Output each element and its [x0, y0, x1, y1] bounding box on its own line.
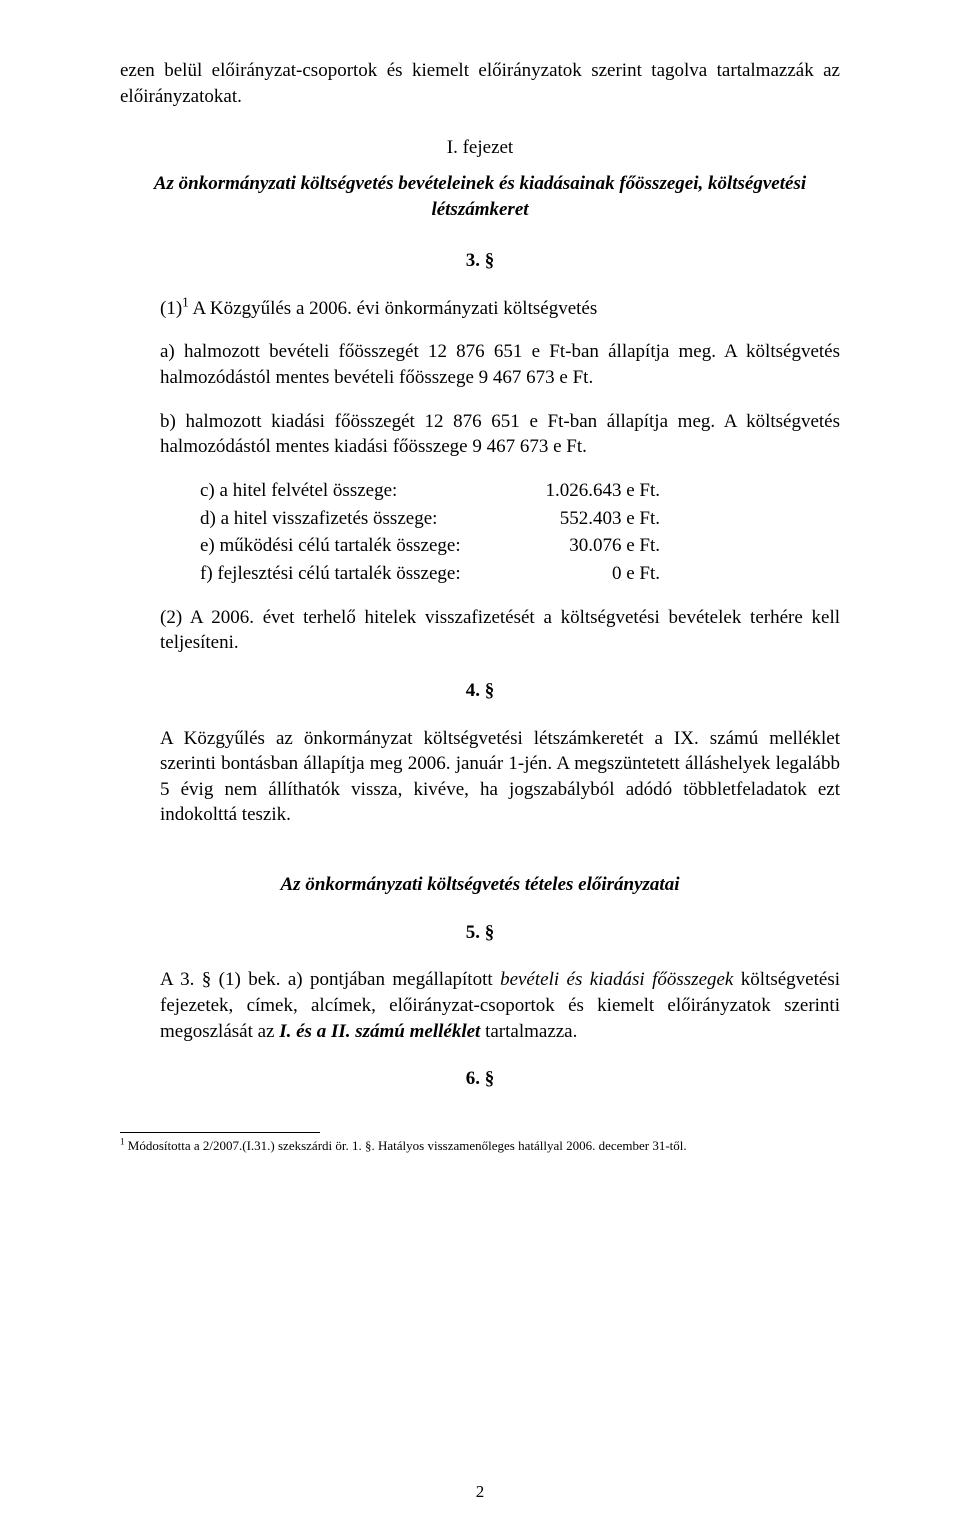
document-page: ezen belül előirányzat-csoportok és kiem…: [0, 0, 960, 1522]
section-3-number: 3. §: [120, 248, 840, 274]
list-item: d) a hitel visszafizetés összege: 552.40…: [200, 506, 840, 532]
chapter-heading: Az önkormányzati költségvetés bevételein…: [120, 171, 840, 222]
list-item: f) fejlesztési célú tartalék összege: 0 …: [200, 561, 840, 587]
item-d-label: d) a hitel visszafizetés összege:: [200, 506, 520, 532]
item-c-value: 1.026.643 e Ft.: [520, 478, 668, 504]
footnote-ref-1: 1: [182, 295, 189, 310]
section-5-number: 5. §: [120, 920, 840, 946]
section-4-body: A Közgyűlés az önkormányzat költségvetés…: [120, 726, 840, 829]
page-number: 2: [0, 1481, 960, 1504]
list-item: c) a hitel felvétel összege: 1.026.643 e…: [200, 478, 840, 504]
intro-tail: ezen belül előirányzat-csoportok és kiem…: [120, 58, 840, 109]
footnote-separator: [120, 1132, 320, 1133]
section-3-item-b: b) halmozott kiadási főösszegét 12 876 6…: [120, 409, 840, 460]
list-item: e) működési célú tartalék összege: 30.07…: [200, 533, 840, 559]
section-5-body-a: A 3. § (1) bek. a) pontjában megállapíto…: [160, 969, 500, 990]
section-5-body-e: tartalmazza.: [480, 1021, 577, 1042]
item-f-label: f) fejlesztési célú tartalék összege:: [200, 561, 520, 587]
footnote-text: Módosította a 2/2007.(I.31.) szekszárdi …: [125, 1138, 687, 1153]
section-4-number: 4. §: [120, 678, 840, 704]
section-3-para-1: (1)1 A Közgyűlés a 2006. évi önkormányza…: [120, 296, 840, 322]
item-d-value: 552.403 e Ft.: [520, 506, 668, 532]
footnote-1: 1 Módosította a 2/2007.(I.31.) szekszárd…: [120, 1137, 840, 1155]
section-5-body: A 3. § (1) bek. a) pontjában megállapíto…: [120, 967, 840, 1044]
section-3-para-1-post: A Közgyűlés a 2006. évi önkormányzati kö…: [189, 298, 597, 319]
item-e-value: 30.076 e Ft.: [520, 533, 668, 559]
section-5-body-d: I. és a II. számú melléklet: [279, 1021, 480, 1042]
section-6-number: 6. §: [120, 1066, 840, 1092]
chapter-number: I. fejezet: [120, 135, 840, 161]
item-f-value: 0 e Ft.: [520, 561, 668, 587]
item-e-label: e) működési célú tartalék összege:: [200, 533, 520, 559]
section-3-para-1-pre: (1): [160, 298, 182, 319]
section-3-amount-list: c) a hitel felvétel összege: 1.026.643 e…: [200, 478, 840, 587]
item-c-label: c) a hitel felvétel összege:: [200, 478, 520, 504]
section-3-para-2: (2) A 2006. évet terhelő hitelek visszaf…: [120, 605, 840, 656]
section-5-body-b: bevételi és kiadási főösszegek: [500, 969, 733, 990]
subheading: Az önkormányzati költségvetés tételes el…: [120, 872, 840, 898]
section-3-item-a: a) halmozott bevételi főösszegét 12 876 …: [120, 339, 840, 390]
